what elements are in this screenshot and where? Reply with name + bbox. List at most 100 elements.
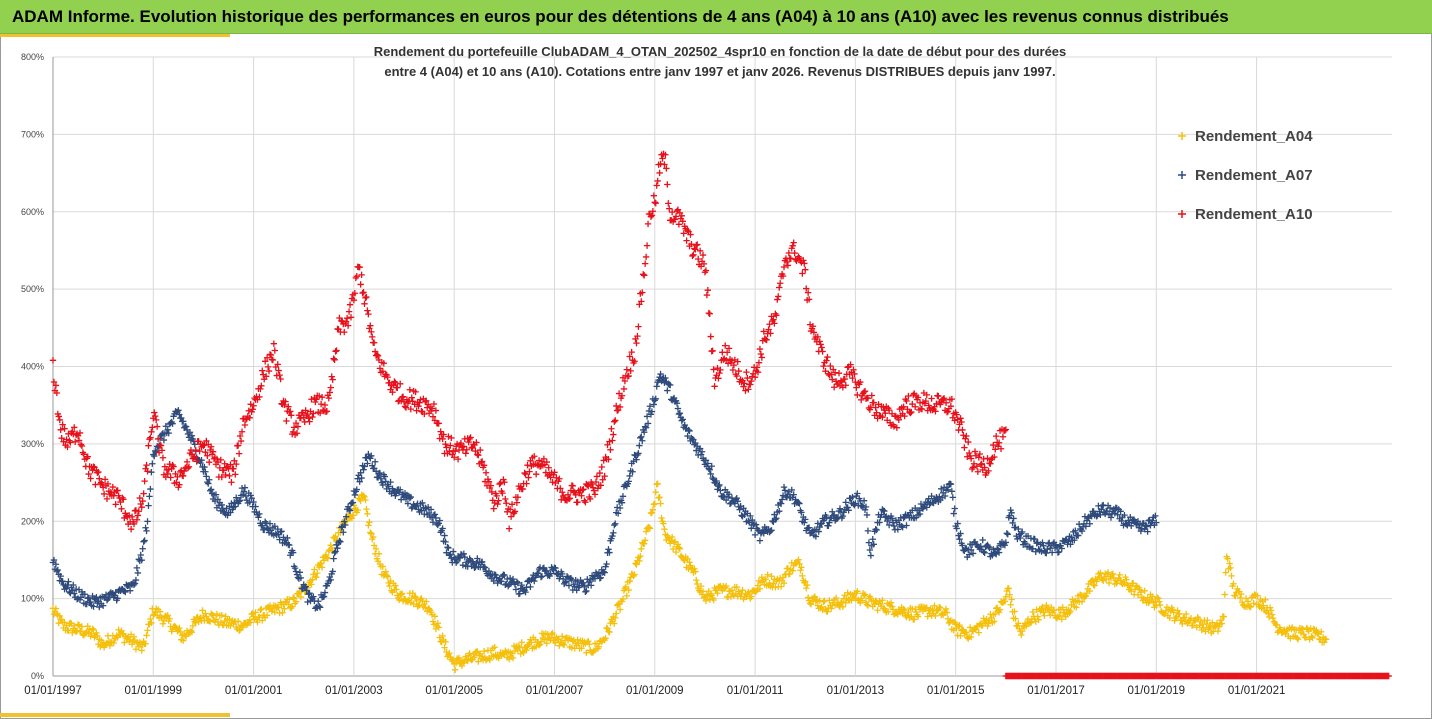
data-point	[1117, 508, 1124, 515]
data-point	[376, 469, 384, 477]
data-point	[551, 469, 558, 476]
data-point	[579, 486, 586, 494]
data-point	[708, 462, 715, 470]
data-point	[439, 435, 446, 443]
data-point	[87, 475, 94, 482]
data-point	[491, 499, 498, 507]
data-point	[512, 586, 520, 593]
data-point	[56, 416, 63, 424]
data-point	[705, 309, 713, 317]
data-point	[134, 569, 142, 577]
data-point	[156, 608, 164, 615]
data-point	[864, 527, 872, 535]
data-point	[613, 402, 620, 410]
data-point	[428, 405, 436, 412]
data-point	[640, 540, 648, 547]
data-point	[893, 424, 901, 431]
data-point	[820, 598, 827, 605]
data-point	[640, 271, 647, 278]
data-point	[435, 624, 442, 631]
data-point	[270, 340, 278, 347]
data-point	[1006, 591, 1013, 598]
data-point	[386, 582, 393, 590]
data-point	[313, 396, 320, 403]
data-point	[353, 486, 360, 493]
data-point	[1297, 629, 1305, 637]
data-point	[1111, 510, 1119, 517]
x-tick-label: 01/01/2017	[1027, 685, 1085, 697]
data-point	[342, 521, 349, 529]
data-point	[523, 480, 530, 487]
data-point	[348, 515, 356, 522]
data-point	[1004, 531, 1011, 538]
data-point	[710, 596, 717, 604]
data-point	[729, 366, 737, 374]
data-point	[795, 556, 802, 563]
data-point	[261, 358, 269, 365]
data-point	[626, 577, 633, 585]
data-point	[525, 474, 532, 481]
data-point	[259, 522, 266, 529]
data-point	[391, 378, 398, 385]
data-point	[622, 583, 630, 591]
data-point	[823, 513, 830, 521]
data-point	[109, 483, 116, 491]
data-point	[1039, 603, 1046, 611]
data-point	[1011, 608, 1018, 615]
data-point	[503, 500, 510, 507]
data-point	[122, 588, 129, 596]
data-point	[825, 522, 832, 530]
data-point	[638, 298, 645, 305]
data-point	[585, 637, 592, 645]
data-point	[368, 328, 375, 336]
data-point	[704, 460, 712, 467]
data-point	[158, 447, 166, 454]
data-point	[1259, 598, 1266, 605]
data-point	[169, 461, 176, 469]
data-point	[637, 553, 644, 560]
data-point	[431, 511, 439, 518]
data-point	[401, 403, 409, 410]
data-point	[1232, 592, 1239, 600]
data-point	[553, 474, 560, 481]
data-point	[671, 216, 679, 223]
data-point	[599, 476, 606, 483]
data-point	[642, 424, 650, 431]
data-point	[802, 578, 809, 585]
data-point	[351, 491, 359, 499]
data-point	[465, 438, 472, 446]
data-point	[195, 618, 202, 626]
data-point	[607, 446, 614, 454]
data-point	[656, 169, 663, 177]
data-point	[858, 597, 866, 604]
data-point	[769, 517, 776, 525]
data-point	[104, 480, 112, 488]
data-point	[768, 573, 775, 580]
data-point	[148, 428, 155, 436]
data-point	[191, 441, 198, 448]
data-point	[638, 433, 645, 440]
data-point	[289, 549, 297, 556]
data-point	[192, 446, 199, 454]
data-point	[709, 347, 716, 354]
data-point	[598, 463, 605, 471]
data-point	[111, 592, 118, 599]
data-point	[531, 577, 538, 585]
data-point	[383, 572, 390, 579]
data-point	[986, 544, 993, 552]
data-point	[1027, 619, 1035, 627]
data-point	[380, 360, 387, 367]
data-point	[286, 596, 293, 603]
data-point	[80, 451, 88, 458]
data-point	[773, 515, 780, 522]
data-point	[693, 576, 700, 584]
data-point	[656, 494, 663, 501]
data-point	[242, 492, 250, 500]
data-point	[803, 581, 811, 589]
data-point	[628, 348, 635, 356]
data-point	[444, 544, 451, 551]
data-point	[783, 258, 791, 266]
data-point	[164, 470, 171, 478]
data-point	[423, 404, 431, 411]
data-point	[256, 510, 263, 518]
